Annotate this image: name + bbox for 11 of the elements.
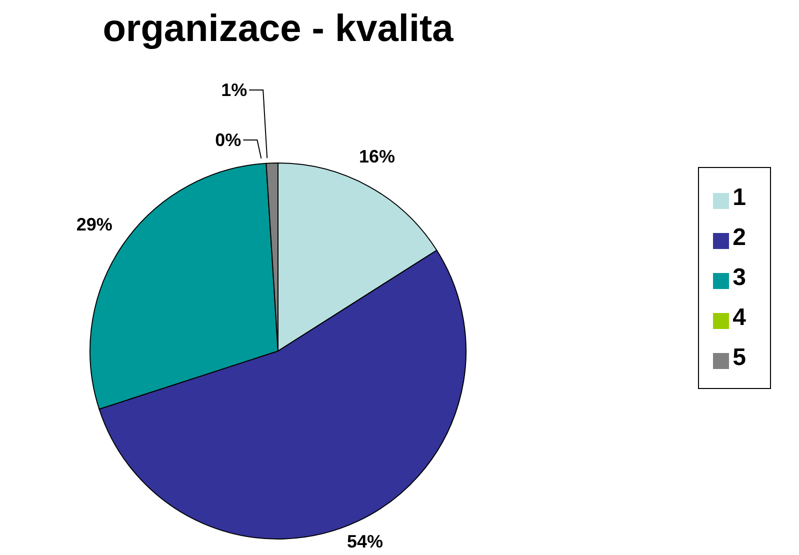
legend-label: 2 [732,224,746,251]
data-label: 16% [359,146,396,167]
legend-label: 1 [732,184,746,211]
legend-label: 4 [732,304,746,331]
data-label: 29% [76,214,112,235]
chart-title: organizace - kvalita [102,8,454,51]
data-label: 54% [346,531,383,552]
text: 0% [215,130,242,150]
data-label: 1% [221,80,248,100]
legend-label: 5 [732,344,746,371]
legend-label: 3 [732,264,746,291]
